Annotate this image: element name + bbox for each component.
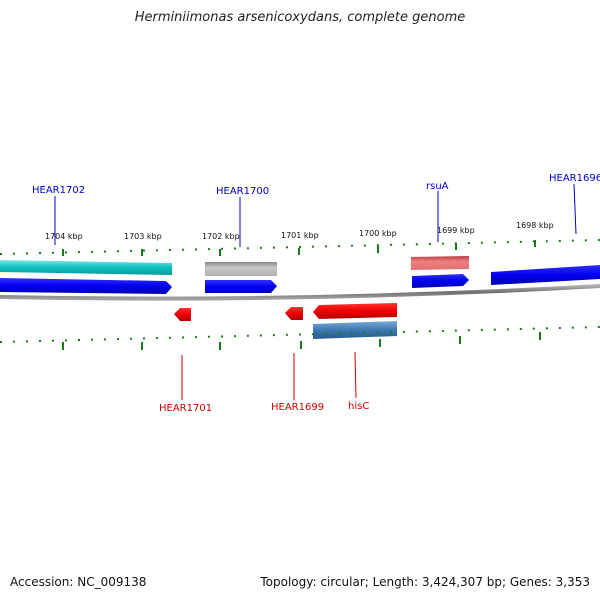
lower-major-ticks [62,332,541,350]
tick-label: 1700 kbp [359,229,397,238]
gene-feature-gray[interactable] [205,262,277,276]
gene-arrow-forward[interactable] [412,274,469,288]
gene-arrow-forward[interactable] [0,278,172,294]
gene-feature-rsua[interactable] [411,256,469,270]
forward-inner-track [0,265,600,294]
gene-label-hisc[interactable]: hisC [348,401,369,412]
reverse-label-leaders [181,351,357,400]
gene-label-hear1702[interactable]: HEAR1702 [32,185,85,196]
tick-label: 1704 kbp [45,232,83,241]
genome-summary-text: Topology: circular; Length: 3,424,307 bp… [260,575,590,589]
tick-label: 1702 kbp [202,232,240,241]
accession-text: Accession: NC_009138 [10,575,147,589]
gene-arrow-reverse[interactable] [285,307,303,320]
forward-label-leaders [54,183,577,247]
reverse-inner-track [174,303,397,321]
gene-arrow-reverse[interactable] [313,303,397,319]
gene-arrow-forward[interactable] [205,280,277,293]
tick-label: 1699 kbp [437,226,475,235]
forward-outer-track [0,256,469,276]
gene-label-rsua[interactable]: rsuA [426,181,449,192]
map-title: Herminiimonas arsenicoxydans, complete g… [134,10,466,25]
position-scale: 1704 kbp 1703 kbp 1702 kbp 1701 kbp 1700… [45,221,554,241]
gene-arrow-reverse[interactable] [174,308,191,321]
gene-feature-hisc[interactable] [313,321,397,339]
lower-tick-ring [0,326,600,343]
gene-label-hear1700[interactable]: HEAR1700 [216,186,269,197]
upper-tick-ring [0,239,600,255]
tick-label: 1698 kbp [516,221,554,230]
gene-label-hear1701[interactable]: HEAR1701 [159,403,212,414]
upper-major-ticks [62,240,536,256]
gene-label-hear1696[interactable]: HEAR1696 [549,173,600,184]
gene-labels: HEAR1702 HEAR1700 rsuA HEAR1696 HEAR1701… [32,173,600,414]
gene-label-hear1699[interactable]: HEAR1699 [271,402,324,413]
tick-label: 1703 kbp [124,232,162,241]
gene-feature-cyan[interactable] [0,260,172,275]
gene-arrow-forward[interactable] [491,265,600,285]
genome-backbone [0,284,600,301]
tick-label: 1701 kbp [281,231,319,240]
